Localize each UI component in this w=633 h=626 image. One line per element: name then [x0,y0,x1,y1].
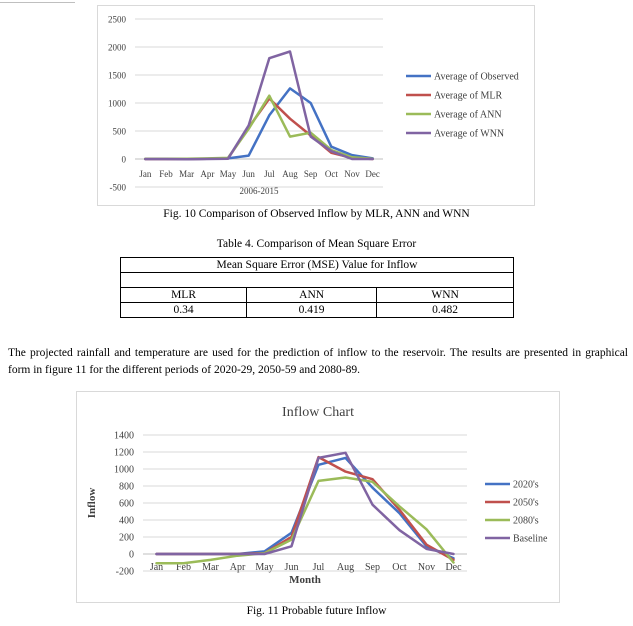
y-tick-label: 800 [119,482,134,493]
x-tick-label: Jun [242,169,255,179]
y-tick-label: 600 [119,499,134,510]
x-tick-label: Feb [159,169,173,179]
legend-label: Average of ANN [434,110,502,121]
x-tick-label: Apr [200,169,214,179]
x-tick-label: Jul [264,169,275,179]
figure-10-chart: -500 0 500 1000 1500 2000 2500 Jan Feb Mar Apr May J… [97,5,535,206]
y-tick-label: 0 [129,550,134,561]
y-tick-label: 1000 [114,465,134,476]
y-tick-label: -200 [116,567,134,578]
x-tick-label: Aug [337,562,354,573]
legend-label: Baseline [513,534,548,545]
y-tick-label: 2000 [108,43,127,53]
x-tick-label: May [220,169,237,179]
x-tick-label: Apr [230,562,246,573]
body-paragraph: The projected rainfall and temperature a… [8,347,628,376]
figure-11-caption: Fig. 11 Probable future Inflow [246,605,387,617]
y-tick-label: 400 [119,516,134,527]
x-tick-label: Jul [313,562,325,573]
x-tick-label: May [255,562,273,573]
y-tick-label: 1000 [108,99,127,109]
y-tick-label: 500 [113,127,127,137]
x-tick-label: Mar [202,562,219,573]
mse-value-wnn: 0.482 [376,302,514,318]
figure-11-svg: Inflow Chart -200 0 200 400 600 800 1000 1200 140… [86,405,548,586]
y-tick-label: -500 [110,183,127,193]
y-tick-label: 200 [119,533,134,544]
x-tick-label: Oct [325,169,338,179]
mse-table: Mean Square Error (MSE) Value for Inflow… [119,257,514,318]
mse-value-mlr: 0.34 [119,302,248,318]
x-tick-label: Sep [365,562,380,573]
y-tick-label: 1400 [114,431,134,442]
mse-col-wnn: WNN [376,287,514,303]
x-tick-label: Dec [445,562,462,573]
series-line [155,451,455,556]
x-tick-label: Jan [150,562,163,573]
x-tick-label: Jun [285,562,299,573]
x-tick-label: Mar [179,169,194,179]
series-line [144,50,374,161]
y-axis-title: Inflow [86,488,98,519]
table-4-caption: Table 4. Comparison of Mean Square Error [216,238,417,250]
x-tick-label: Nov [344,169,360,179]
figure-10-caption: Fig. 10 Comparison of Observed Inflow by… [163,208,470,220]
x-tick-label: Dec [365,169,380,179]
x-axis-title: 2006-2015 [240,186,279,196]
mse-table-header: Mean Square Error (MSE) Value for Inflow [120,257,514,273]
chart-title: Inflow Chart [282,405,354,420]
figure-10-svg: -500 0 500 1000 1500 2000 2500 Jan Feb Mar Apr May J… [108,15,519,197]
legend-label: 2020's [513,480,539,491]
x-tick-label: Oct [392,562,407,573]
series-line [144,87,374,161]
x-axis-title: Month [289,574,321,586]
legend-label: Average of Observed [434,72,519,83]
x-tick-label: Jan [139,169,151,179]
mse-value-ann: 0.419 [246,302,378,318]
legend-label: 2050's [513,498,539,509]
y-tick-label: 0 [122,155,127,165]
y-tick-label: 1500 [108,71,127,81]
top-rule [0,2,75,3]
legend-label: 2080's [513,516,539,527]
x-tick-label: Feb [176,562,191,573]
y-tick-label: 2500 [108,15,127,25]
figure-11-chart: Inflow Chart -200 0 200 400 600 800 1000 1200 140… [76,391,560,603]
legend-label: Average of MLR [434,91,502,102]
mse-col-ann: ANN [246,287,378,303]
y-tick-label: 1200 [114,448,134,459]
x-tick-label: Aug [282,169,298,179]
series-line [155,476,455,565]
legend-label: Average of WNN [434,129,504,140]
x-tick-label: Nov [418,562,435,573]
mse-col-mlr: MLR [119,287,248,303]
x-tick-label: Sep [304,169,318,179]
mse-table-spacer [120,272,514,288]
